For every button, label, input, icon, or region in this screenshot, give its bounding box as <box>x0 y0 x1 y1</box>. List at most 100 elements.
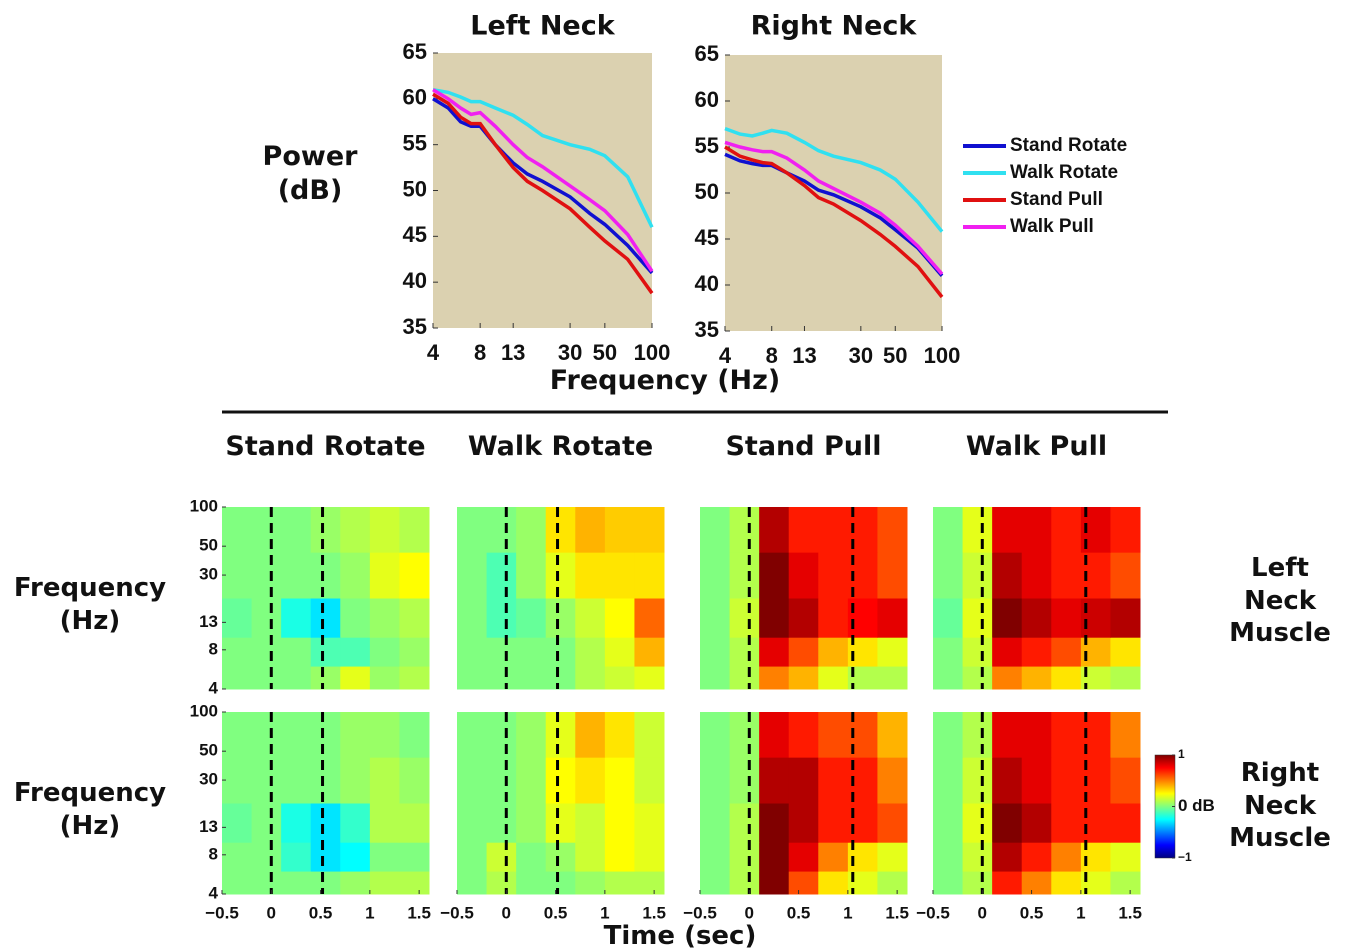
heat-cell <box>399 803 430 843</box>
x-tick-label: 13 <box>501 340 525 365</box>
heat-cell <box>281 598 312 638</box>
y-tick-label: 30 <box>199 565 218 584</box>
heat-cell <box>340 712 371 758</box>
heat-cell <box>933 842 964 872</box>
x-tick-label: 0.5 <box>309 903 333 922</box>
heat-cell <box>575 552 606 599</box>
x-tick-label: 1.5 <box>407 903 431 922</box>
y-tick-label: 50 <box>695 179 719 204</box>
heat-cell <box>1110 803 1141 843</box>
heat-cell <box>486 637 517 667</box>
heat-cell <box>310 552 341 599</box>
heat-cell <box>962 637 993 667</box>
heat-cell <box>281 803 312 843</box>
y-tick-label: 60 <box>403 85 427 110</box>
heat-cell <box>457 842 488 872</box>
heat-cell <box>877 666 908 690</box>
heat-cell <box>962 871 993 895</box>
x-tick-label: 0.5 <box>787 903 811 922</box>
x-tick-label: 0 <box>978 903 987 922</box>
heat-cell <box>457 757 488 804</box>
x-tick-label: −0.5 <box>916 903 950 922</box>
chart-title: Right Neck <box>751 11 918 42</box>
heat-cell <box>962 712 993 758</box>
y-tick-label: 65 <box>403 39 427 64</box>
row-label: Right Neck Muscle <box>1229 758 1331 853</box>
heat-cell <box>634 712 665 758</box>
heat-cell <box>222 598 253 638</box>
heat-cell <box>634 552 665 599</box>
x-tick-label: 1 <box>843 903 852 922</box>
heat-cell <box>1021 637 1052 667</box>
heat-cell <box>340 757 371 804</box>
column-title: Walk Pull <box>965 431 1108 462</box>
x-tick-label: 50 <box>593 340 617 365</box>
y-tick-label: 50 <box>199 536 218 555</box>
x-tick-label: 0.5 <box>1020 903 1044 922</box>
heat-cell <box>545 871 576 895</box>
heat-cell <box>1051 552 1082 599</box>
heat-cell <box>729 637 760 667</box>
heat-cell <box>281 637 312 667</box>
heat-cell <box>486 598 517 638</box>
heat-cell <box>399 666 430 690</box>
heat-cell <box>933 552 964 599</box>
heat-cell <box>310 871 341 895</box>
heat-cell <box>310 637 341 667</box>
heat-cell <box>729 803 760 843</box>
heat-cell <box>729 871 760 895</box>
heat-cell <box>486 666 517 690</box>
heat-cell <box>877 757 908 804</box>
heat-cell <box>818 757 849 804</box>
heat-cell <box>369 552 400 599</box>
heat-cell <box>369 842 400 872</box>
heat-cell <box>340 871 371 895</box>
legend-label: Walk Rotate <box>1010 162 1118 183</box>
y-axis-label: Power (dB) <box>262 141 358 206</box>
heat-cell <box>516 871 547 895</box>
heat-cell <box>516 552 547 599</box>
heat-cell <box>604 712 635 758</box>
y-tick-label: 13 <box>199 612 218 631</box>
x-tick-label: 0.5 <box>544 903 568 922</box>
y-tick-label: 4 <box>209 678 219 697</box>
x-tick-label: 1 <box>1076 903 1085 922</box>
heat-cell <box>222 757 253 804</box>
heat-cell <box>604 757 635 804</box>
heat-cell <box>222 507 253 553</box>
heat-cell <box>759 757 790 804</box>
heat-cell <box>1110 637 1141 667</box>
heat-cell <box>486 757 517 804</box>
y-tick-label: 100 <box>190 496 218 515</box>
heat-cell <box>729 842 760 872</box>
heat-cell <box>1021 598 1052 638</box>
heat-cell <box>222 552 253 599</box>
heat-cell <box>457 637 488 667</box>
heat-cell <box>545 757 576 804</box>
heat-cell <box>1110 871 1141 895</box>
x-tick-label: 50 <box>883 343 907 368</box>
series-line <box>432 92 654 295</box>
heat-cell <box>1051 666 1082 690</box>
heat-cell <box>634 757 665 804</box>
heat-cell <box>1051 637 1082 667</box>
column-title: Stand Rotate <box>225 431 426 462</box>
heat-cell <box>729 757 760 804</box>
heat-cell <box>310 712 341 758</box>
heat-cell <box>1110 507 1141 553</box>
x-tick-label: 1 <box>365 903 374 922</box>
heat-cell <box>992 712 1023 758</box>
heat-cell <box>1110 757 1141 804</box>
heat-cell <box>486 507 517 553</box>
heat-cell <box>877 803 908 843</box>
heat-cell <box>486 842 517 872</box>
heat-cell <box>992 871 1023 895</box>
heat-cell <box>1021 507 1052 553</box>
heat-cell <box>729 712 760 758</box>
heat-cell <box>634 803 665 843</box>
heat-cell <box>818 666 849 690</box>
heat-cell <box>1051 598 1082 638</box>
x-tick-label: 1.5 <box>642 903 666 922</box>
heat-cell <box>700 666 731 690</box>
heat-cell <box>847 666 878 690</box>
